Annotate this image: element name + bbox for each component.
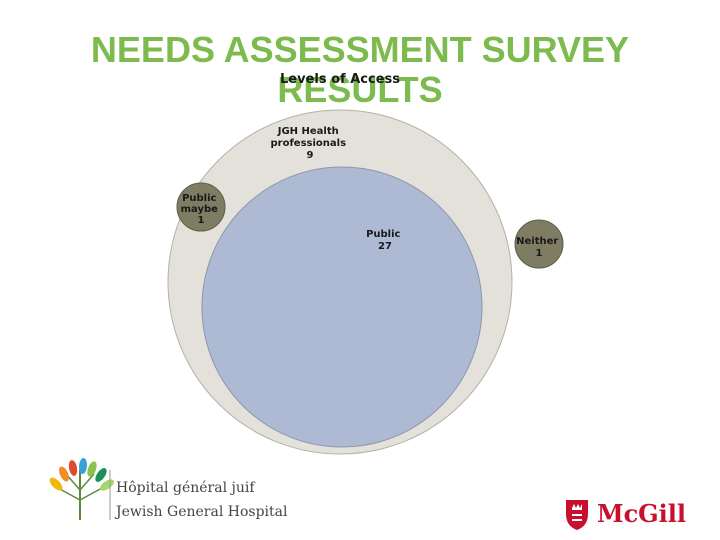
public-circle [201,166,483,448]
mcgill-crest-icon [566,500,588,530]
maybe-label-line-2: maybe [181,204,219,215]
maybe-label-line-1: Public [182,193,216,204]
neither-circle [514,219,564,269]
public-label: Public 27 [366,229,404,252]
neither-count: 1 [536,248,543,259]
title-line-1: NEEDS ASSESSMENT SURVEY [90,29,630,70]
neither-label: Neither 1 [516,236,562,259]
jgh-label-line-2: professionals [270,138,346,149]
title-line-2: RESULTS [277,69,443,110]
maybe-count: 1 [198,215,205,226]
jgh-count: 9 [307,150,314,161]
public-label-line-1: Public [366,229,400,240]
public-maybe-label: Public maybe 1 [181,193,222,226]
jgh-name-fr: Hôpital général juif [116,480,256,496]
neither-label-line-1: Neither [516,236,558,247]
diagram-heading: Levels of Access [280,72,400,87]
jgh-label-line-1: JGH Health [277,126,339,137]
public-count: 27 [378,241,392,252]
mcgill-wordmark: McGill [597,499,686,528]
jgh-name-en: Jewish General Hospital [114,504,288,520]
slide-title: NEEDS ASSESSMENT SURVEY RESULTS [0,30,720,110]
tree-of-life-icon [49,458,114,520]
jgh-professionals-label: JGH Health professionals 9 [270,126,349,161]
public-maybe-circle [176,182,226,232]
